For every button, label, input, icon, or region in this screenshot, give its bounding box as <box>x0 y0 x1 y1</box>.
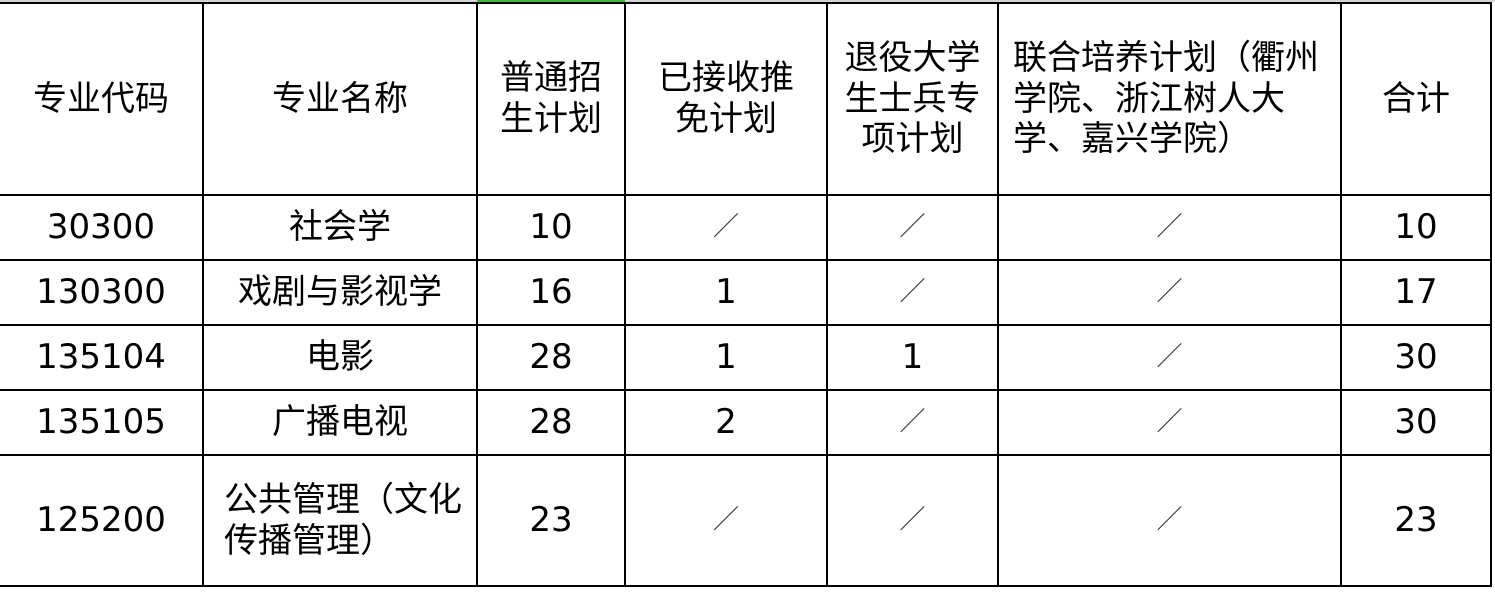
header-cell[interactable]: 专业代码 <box>0 2 204 196</box>
header-cell[interactable]: 普通招生计划 <box>476 2 626 196</box>
table-cell[interactable]: ／ <box>826 454 999 587</box>
table-row: 30300 社会学 10 ／／／ 10 <box>0 194 1492 261</box>
table-row: 135104 电影 28 1 1 ／ 30 <box>0 324 1492 391</box>
table-cell[interactable]: 1 <box>624 259 828 326</box>
table-cell[interactable]: 28 <box>476 389 626 456</box>
table-cell[interactable]: 135104 <box>0 324 204 391</box>
table-cell[interactable]: 10 <box>1340 194 1492 261</box>
table-cell[interactable]: 1 <box>826 324 999 391</box>
header-cell[interactable]: 合计 <box>1340 2 1492 196</box>
table-cell[interactable]: 135105 <box>0 389 204 456</box>
table-cell[interactable]: 10 <box>476 194 626 261</box>
table-cell[interactable]: 1 <box>624 324 828 391</box>
table-cell[interactable]: ／ <box>997 389 1342 456</box>
table-cell[interactable]: ／ <box>624 454 828 587</box>
header-cell[interactable]: 已接收推免计划 <box>624 2 828 196</box>
table-cell[interactable]: ／ <box>997 454 1342 587</box>
table-cell[interactable]: ／ <box>997 259 1342 326</box>
header-cell[interactable]: 联合培养计划（衢州学院、浙江树人大学、嘉兴学院） <box>997 2 1342 196</box>
header-row: 专业代码 专业名称 普通招生计划 已接收推免计划 退役大学生士兵专项计划 联合培… <box>0 2 1492 196</box>
table-cell[interactable]: 公共管理（文化传播管理） <box>202 454 478 587</box>
enrollment-plan-table: 专业代码 专业名称 普通招生计划 已接收推免计划 退役大学生士兵专项计划 联合培… <box>0 2 1492 587</box>
table-cell[interactable]: ／ <box>997 194 1342 261</box>
table-cell[interactable]: 30 <box>1340 389 1492 456</box>
table-cell[interactable]: 社会学 <box>202 194 478 261</box>
table-cell[interactable]: 30 <box>1340 324 1492 391</box>
table-cell[interactable]: 广播电视 <box>202 389 478 456</box>
table-cell[interactable]: ／ <box>826 389 999 456</box>
table-cell[interactable]: 电影 <box>202 324 478 391</box>
table-row: 130300 戏剧与影视学 16 1 ／／ 17 <box>0 259 1492 326</box>
table-cell[interactable]: 28 <box>476 324 626 391</box>
table-cell[interactable]: 23 <box>476 454 626 587</box>
table-cell[interactable]: 2 <box>624 389 828 456</box>
table-cell[interactable]: 130300 <box>0 259 204 326</box>
header-cell[interactable]: 退役大学生士兵专项计划 <box>826 2 999 196</box>
table-cell[interactable]: 17 <box>1340 259 1492 326</box>
table-cell[interactable]: ／ <box>624 194 828 261</box>
table-cell[interactable]: 23 <box>1340 454 1492 587</box>
sheet-top-border <box>0 0 1495 2</box>
table-cell[interactable]: ／ <box>997 324 1342 391</box>
table-cell[interactable]: 戏剧与影视学 <box>202 259 478 326</box>
table-cell[interactable]: 30300 <box>0 194 204 261</box>
table-cell[interactable]: 125200 <box>0 454 204 587</box>
table-cell[interactable]: ／ <box>826 259 999 326</box>
header-cell[interactable]: 专业名称 <box>202 2 478 196</box>
table-row: 135105 广播电视 28 2 ／／ 30 <box>0 389 1492 456</box>
table-cell[interactable]: ／ <box>826 194 999 261</box>
selected-column-indicator <box>477 0 625 2</box>
table-row: 125200 公共管理（文化传播管理） 23 ／／／ 23 <box>0 454 1492 587</box>
table-cell[interactable]: 16 <box>476 259 626 326</box>
